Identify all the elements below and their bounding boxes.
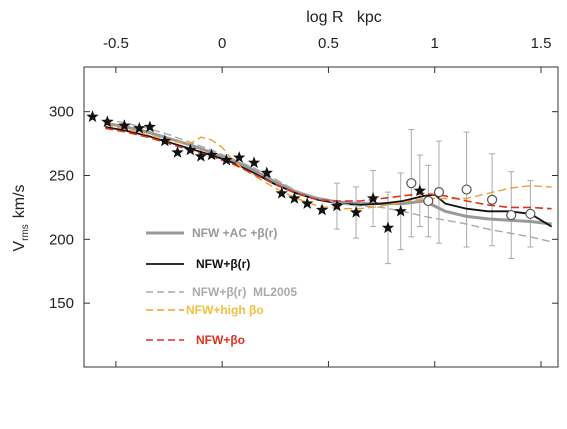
circle-point (506, 209, 517, 221)
star-point (101, 115, 114, 128)
legend: NFW +AC +β(r) NFW+β(r) NFW+β(r) ML2005 NFW+… (146, 226, 297, 347)
circle-point (433, 187, 445, 198)
legend-label: NFW+βo (196, 333, 245, 347)
star-point (275, 186, 288, 199)
legend-label: NFW +AC +β(r) (192, 226, 277, 240)
svg-text:Vrmskm/s: Vrms km/s (11, 184, 31, 251)
star-point (220, 153, 233, 166)
series-line (105, 123, 552, 210)
x-tick-label: 0 (218, 35, 226, 52)
star-point (184, 143, 197, 156)
x-tick-label: 0.5 (318, 35, 339, 52)
series-line (105, 118, 552, 243)
y-axis-label-sub: rms (20, 224, 31, 241)
star-point (349, 206, 363, 218)
plot-frame (83, 66, 559, 368)
star-point (366, 192, 380, 204)
circle-point (461, 184, 472, 195)
y-axis-label: Vrms km/s (11, 184, 31, 251)
y-tick-label: 200 (49, 231, 74, 248)
star-point (205, 148, 218, 161)
x-tick-label: 1.5 (531, 35, 552, 52)
circle-point (525, 208, 536, 219)
legend-label: NFW+β(r) ML2005 (192, 285, 297, 299)
series-line (105, 127, 552, 210)
star-point (133, 121, 146, 134)
star-point (118, 119, 131, 131)
data-points (86, 110, 536, 234)
legend-label: NFW+high βo (186, 303, 264, 317)
x-tick-label: -0.5 (103, 35, 129, 52)
y-tick-label: 250 (49, 168, 74, 185)
legend-label: NFW+β(r) (196, 257, 250, 271)
star-point (247, 156, 261, 168)
star-point (158, 134, 171, 147)
y-tick-label: 150 (49, 295, 74, 312)
star-point (194, 149, 208, 162)
x-axis-label: log R kpc (306, 9, 382, 26)
star-point (143, 120, 157, 133)
star-point (413, 184, 426, 197)
error-bars (333, 129, 534, 265)
star-point (86, 110, 99, 122)
y-axis-label-main: V (11, 241, 28, 252)
star-point (171, 146, 184, 158)
series-line (105, 126, 553, 228)
star-point (381, 221, 395, 234)
star-point (315, 203, 329, 216)
model-curves (105, 118, 553, 243)
circle-point (423, 195, 434, 207)
star-point (288, 192, 301, 204)
circle-point (487, 194, 498, 205)
star-point (394, 204, 407, 217)
star-point (260, 166, 273, 179)
star-point (301, 197, 314, 209)
star-point (330, 199, 344, 212)
circle-point (406, 178, 417, 189)
y-axis-label-unit: km/s (11, 184, 28, 218)
axes: -0.5 0 0.5 1 1.5 150 200 250 300 (49, 35, 558, 367)
x-tick-label: 1 (431, 35, 439, 52)
star-point (233, 151, 246, 163)
y-tick-label: 300 (49, 104, 74, 121)
series-line (105, 121, 552, 226)
